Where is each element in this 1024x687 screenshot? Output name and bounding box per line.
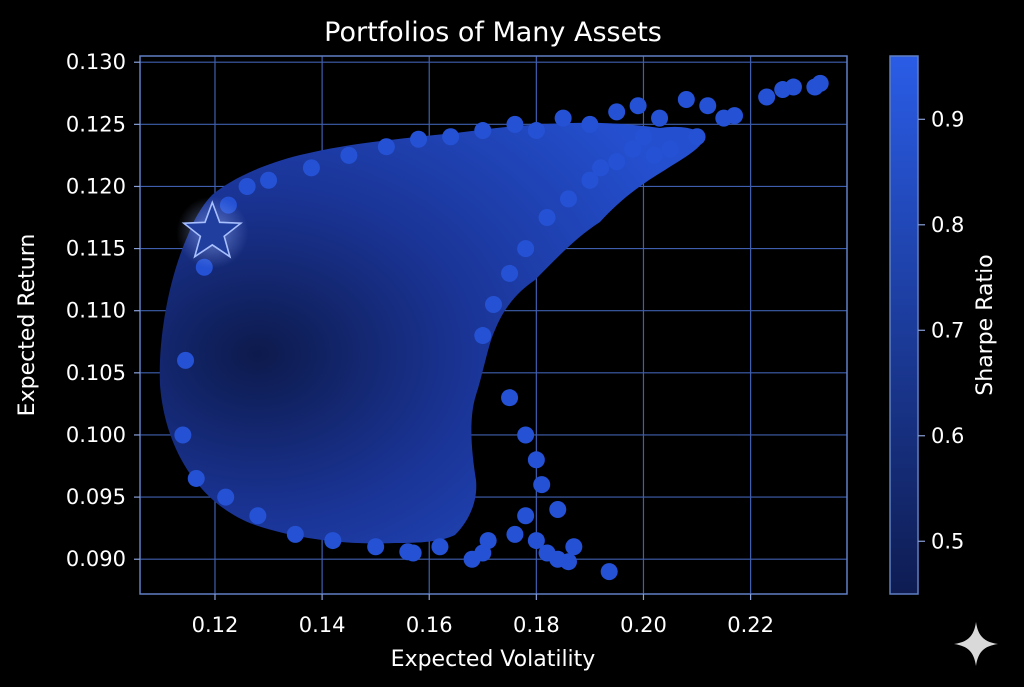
x-tick-label: 0.18 [513, 613, 560, 637]
data-point [187, 469, 205, 487]
data-point [506, 115, 524, 133]
data-point [661, 140, 679, 158]
data-point [549, 501, 567, 519]
data-point [501, 389, 519, 407]
data-point [527, 122, 545, 140]
data-point [260, 171, 278, 189]
data-point [485, 295, 502, 313]
data-point [688, 128, 706, 146]
x-tick-label: 0.12 [192, 613, 239, 637]
data-point [559, 553, 577, 571]
data-point [565, 538, 583, 556]
data-point [217, 488, 235, 506]
data-point [474, 122, 492, 140]
data-point [600, 563, 618, 581]
data-point [324, 532, 342, 550]
data-point [404, 544, 422, 562]
data-point [645, 146, 663, 164]
data-point [581, 115, 599, 133]
data-point [340, 146, 358, 164]
data-point [177, 351, 195, 369]
max-sharpe-star-icon [181, 200, 243, 259]
data-point [629, 97, 647, 115]
data-point [431, 538, 449, 556]
x-axis-label: Expected Volatility [391, 647, 596, 672]
colorbar-label: Sharpe Ratio [973, 254, 998, 395]
data-point [479, 532, 497, 550]
y-tick-label: 0.125 [66, 112, 126, 136]
data-point [249, 507, 267, 525]
y-tick-label: 0.095 [66, 485, 126, 509]
data-point [517, 426, 535, 444]
y-tick-label: 0.130 [66, 50, 126, 74]
data-point [377, 138, 395, 156]
data-point [758, 88, 776, 106]
y-axis-label: Expected Return [15, 234, 40, 417]
data-point [238, 177, 256, 195]
data-point [699, 97, 717, 115]
y-tick-label: 0.105 [66, 361, 126, 385]
data-point [174, 426, 192, 444]
plot-frame [139, 55, 848, 595]
x-tick-label: 0.22 [727, 613, 774, 637]
data-point [608, 153, 626, 171]
colorbar [889, 55, 919, 595]
data-point [527, 532, 545, 550]
sparkle-icon [954, 622, 998, 666]
data-point [410, 130, 428, 148]
data-point [302, 159, 320, 177]
data-point [726, 107, 744, 125]
colorbar-tick-label: 0.8 [931, 213, 964, 237]
data-point [784, 78, 802, 96]
data-point [533, 476, 551, 494]
portfolio-cloud [159, 122, 705, 544]
data-point [538, 209, 556, 227]
data-point [506, 525, 524, 543]
colorbar-tick-label: 0.6 [931, 424, 964, 448]
y-tick-label: 0.110 [66, 299, 126, 323]
data-point [581, 171, 599, 189]
x-tick-label: 0.14 [299, 613, 346, 637]
data-point [517, 507, 535, 525]
data-point [286, 525, 304, 543]
colorbar-tick-label: 0.5 [931, 529, 964, 553]
colorbar-tick-label: 0.7 [931, 318, 964, 342]
x-tick-label: 0.16 [406, 613, 453, 637]
y-tick-label: 0.090 [66, 547, 126, 571]
data-point [474, 327, 492, 345]
colorbar-tick-label: 0.9 [931, 107, 964, 131]
data-point [624, 140, 642, 158]
data-point [559, 190, 577, 208]
data-point [811, 74, 829, 92]
data-point [367, 538, 385, 556]
y-tick-label: 0.120 [66, 174, 126, 198]
data-point [554, 109, 572, 127]
data-point [517, 240, 535, 258]
data-point [592, 159, 610, 177]
data-point [501, 264, 519, 282]
data-point [442, 128, 460, 146]
y-tick-label: 0.115 [66, 237, 126, 261]
data-point [634, 128, 652, 146]
data-point [608, 103, 626, 121]
y-tick-label: 0.100 [66, 423, 126, 447]
data-point [677, 90, 695, 108]
x-tick-label: 0.20 [620, 613, 667, 637]
data-point [651, 109, 669, 127]
chart-title: Portfolios of Many Assets [324, 17, 662, 48]
data-point [527, 451, 545, 469]
